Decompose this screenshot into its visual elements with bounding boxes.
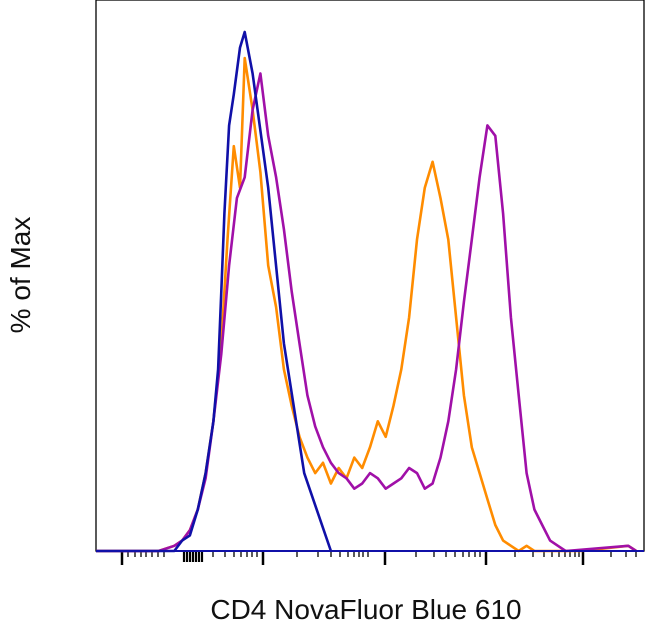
plot-frame	[95, 0, 645, 552]
ylabel-text: % of Max	[5, 217, 36, 334]
series-line-1	[96, 56, 637, 553]
xlabel-text: CD4 NovaFluor Blue 610	[210, 594, 521, 625]
series-line-0	[96, 30, 333, 553]
ylabel: % of Max	[5, 217, 36, 334]
series-line-2	[96, 72, 637, 553]
plot-area	[95, 0, 645, 565]
